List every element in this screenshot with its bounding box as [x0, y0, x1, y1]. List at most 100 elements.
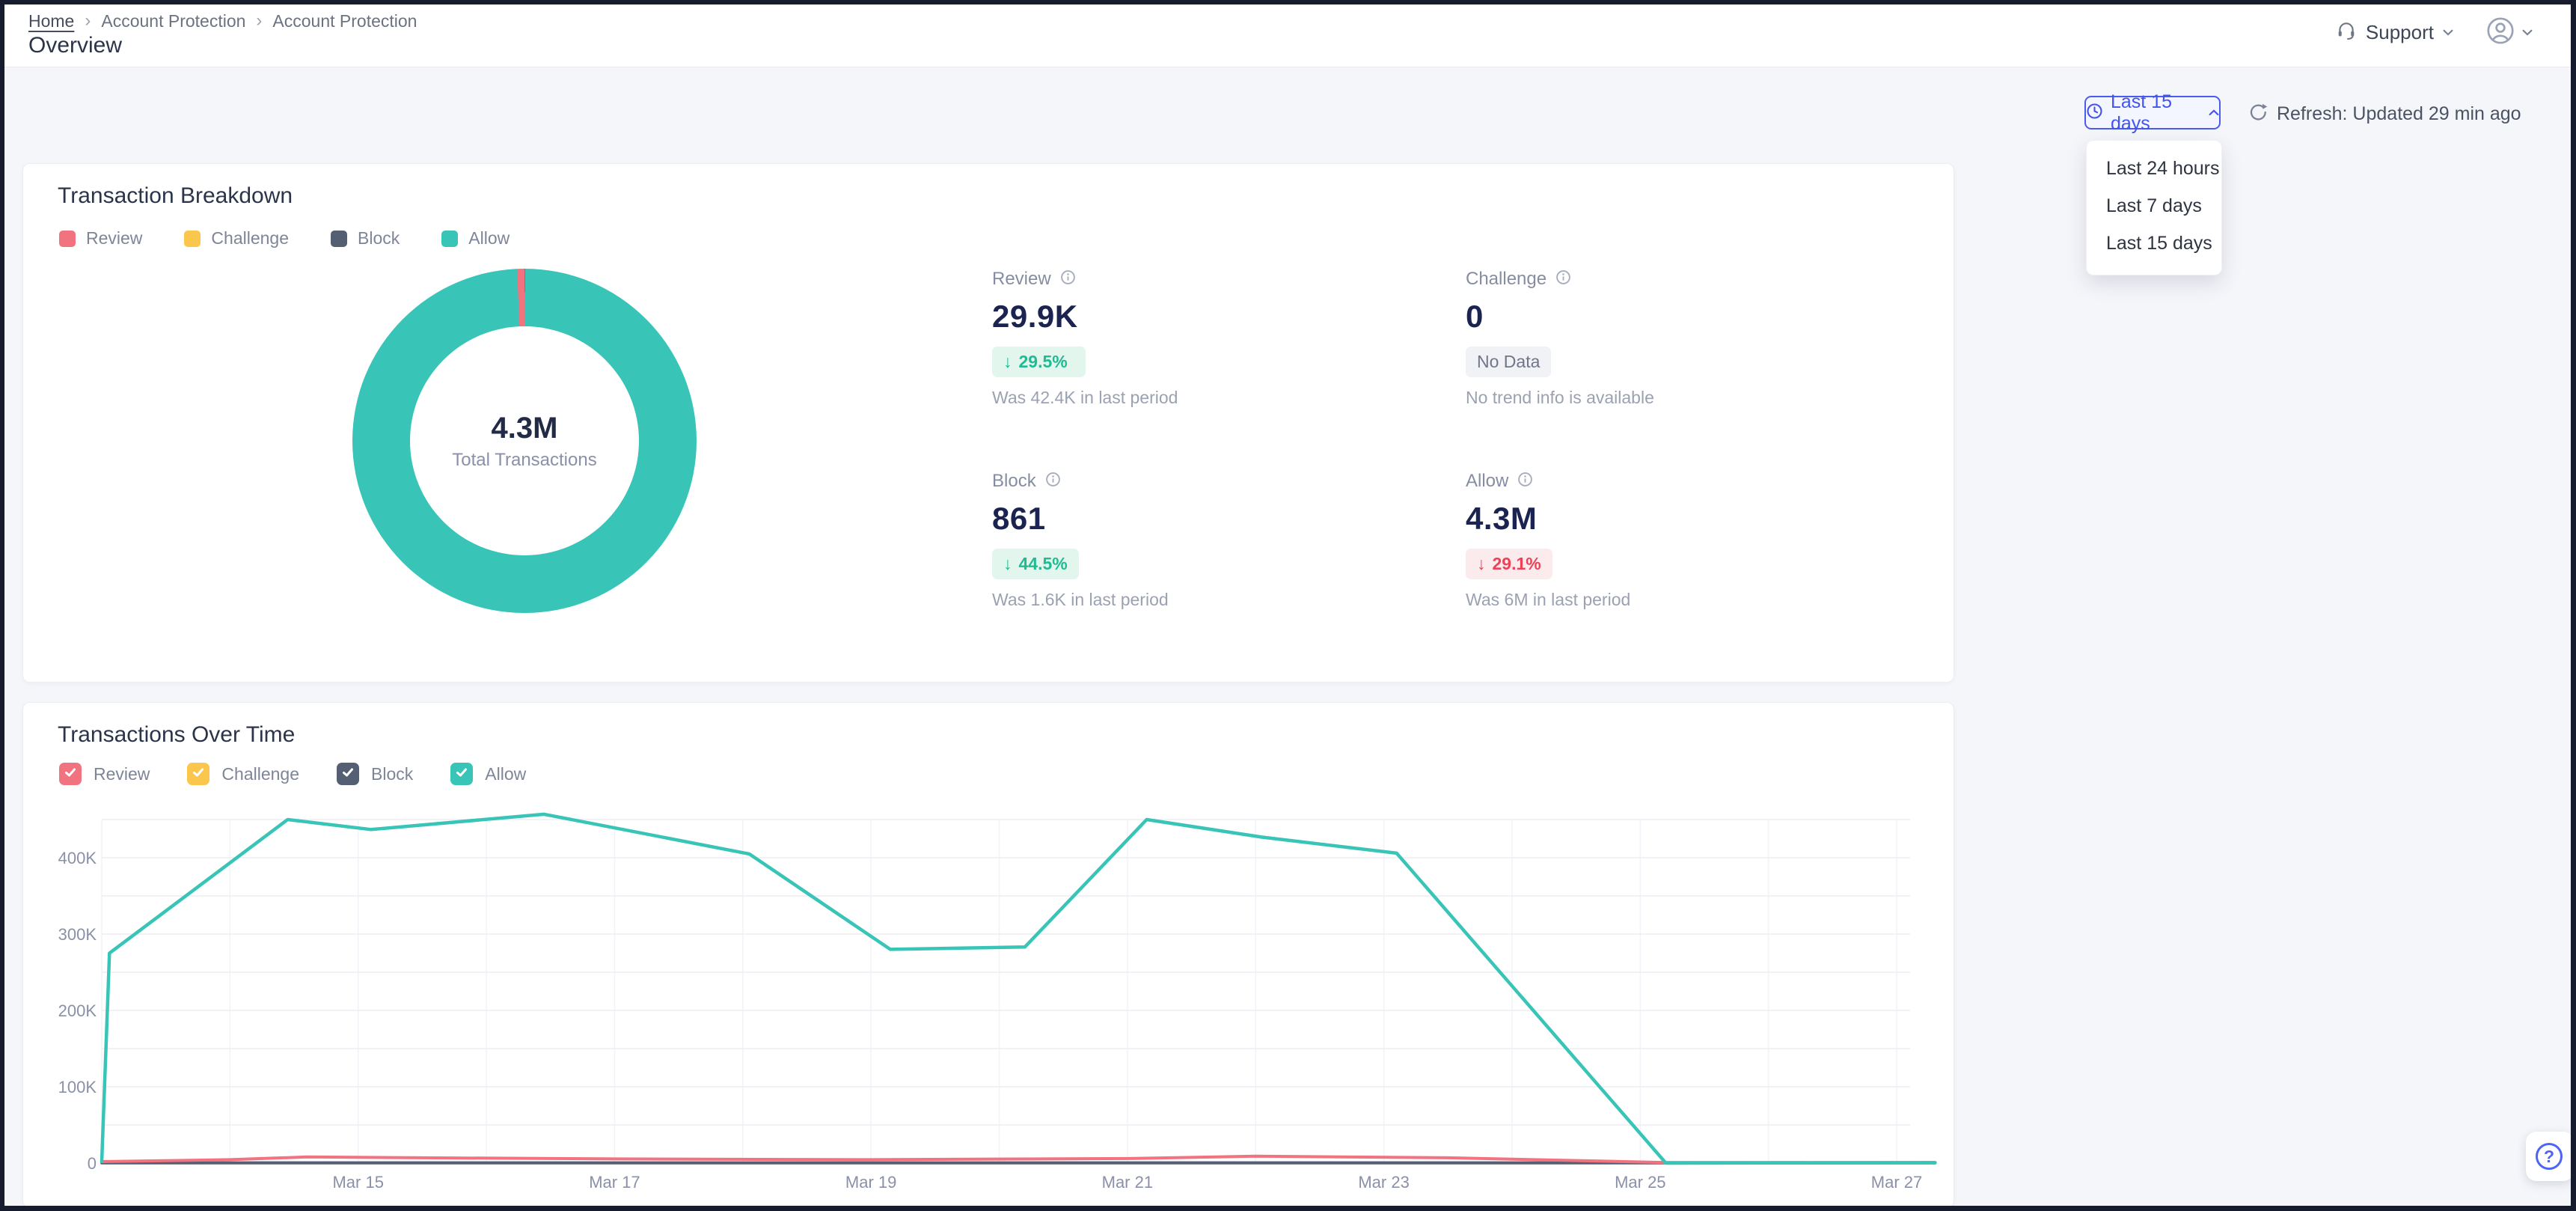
- legend-checkbox-review[interactable]: Review: [59, 763, 150, 785]
- checkbox[interactable]: [337, 763, 360, 785]
- trend-arrow: ↓: [1477, 554, 1486, 573]
- trend-badge: ↓ 29.5%: [992, 347, 1086, 377]
- review-swatch: [59, 230, 76, 247]
- svg-text:200K: 200K: [58, 1001, 97, 1020]
- overtime-legend: Review Challenge Block Allow: [59, 763, 526, 785]
- no-data-badge: No Data: [1466, 347, 1552, 377]
- top-bar: Home › Account Protection › Account Prot…: [0, 0, 2576, 67]
- clock-icon: [2086, 103, 2103, 123]
- transactions-over-time-card: Transactions Over Time Review Challenge …: [22, 702, 1954, 1208]
- breadcrumb: Home › Account Protection › Account Prot…: [28, 10, 417, 31]
- svg-text:100K: 100K: [58, 1078, 97, 1096]
- stat-caption: Was 42.4K in last period: [992, 388, 1178, 407]
- transaction-donut-chart: 4.3M Total Transactions: [352, 269, 697, 613]
- legend-label: Block: [371, 763, 414, 784]
- svg-text:Mar 23: Mar 23: [1358, 1173, 1409, 1192]
- stat-allow: Allow 4.3M ↓ 29.1% Was 6M in last period: [1466, 471, 1885, 610]
- stat-challenge: Challenge 0 No Data No trend info is ava…: [1466, 269, 1885, 408]
- refresh-icon: [2248, 102, 2268, 126]
- info-icon[interactable]: [1045, 472, 1061, 491]
- time-range-dropdown: Last 24 hours Last 7 days Last 15 days: [2086, 140, 2222, 275]
- legend-label: Allow: [485, 763, 527, 784]
- legend-label: Allow: [468, 228, 510, 248]
- time-range-label: Last 15 days: [2111, 91, 2173, 134]
- legend-label: Review: [94, 763, 150, 784]
- legend-label: Review: [86, 228, 143, 248]
- stat-caption: Was 1.6K in last period: [992, 590, 1169, 609]
- donut-center: 4.3M Total Transactions: [410, 326, 639, 555]
- breakdown-legend: Review Challenge Block Allow: [59, 228, 510, 248]
- overtime-card-title: Transactions Over Time: [58, 722, 296, 747]
- chevron-down-icon: [2443, 26, 2453, 40]
- trend-pct: 44.5%: [1018, 554, 1068, 573]
- headset-icon: [2336, 20, 2357, 45]
- stat-value: 29.9K: [992, 299, 1078, 334]
- refresh-button[interactable]: Refresh: Updated 29 min ago: [2248, 102, 2521, 126]
- donut-total-value: 4.3M: [491, 411, 558, 445]
- stat-value: 861: [992, 501, 1046, 536]
- checkbox[interactable]: [59, 763, 82, 785]
- breadcrumb-current: Account Protection: [272, 10, 417, 31]
- info-icon[interactable]: [1060, 269, 1076, 289]
- help-icon: ?: [2536, 1143, 2563, 1170]
- legend-checkbox-challenge[interactable]: Challenge: [187, 763, 299, 785]
- stat-block: Block 861 ↓ 44.5% Was 1.6K in last period: [992, 471, 1411, 610]
- dropdown-option-last-15-days[interactable]: Last 15 days: [2106, 232, 2212, 254]
- svg-text:Mar 15: Mar 15: [332, 1173, 383, 1192]
- stat-label: Block: [992, 471, 1036, 491]
- avatar-icon: [2486, 16, 2515, 49]
- svg-text:400K: 400K: [58, 849, 97, 867]
- svg-text:0: 0: [88, 1154, 97, 1173]
- dropdown-option-last-7-days[interactable]: Last 7 days: [2106, 195, 2202, 216]
- topbar-right: Support: [2336, 16, 2533, 49]
- legend-checkbox-block[interactable]: Block: [337, 763, 413, 785]
- check-icon: [192, 766, 205, 783]
- donut-total-label: Total Transactions: [452, 449, 597, 470]
- help-button[interactable]: ?: [2526, 1132, 2574, 1181]
- challenge-swatch: [184, 230, 201, 247]
- trend-pct: 29.1%: [1492, 554, 1541, 573]
- breadcrumb-separator: ›: [85, 10, 91, 31]
- support-menu[interactable]: Support: [2336, 20, 2453, 45]
- legend-item-challenge: Challenge: [184, 228, 289, 248]
- trend-badge: ↓ 29.1%: [1466, 549, 1552, 579]
- stat-caption: No trend info is available: [1466, 388, 1654, 407]
- info-icon[interactable]: [1555, 269, 1571, 289]
- user-menu[interactable]: [2486, 16, 2533, 49]
- refresh-label: Refresh: Updated 29 min ago: [2277, 103, 2521, 124]
- checkbox[interactable]: [187, 763, 210, 785]
- svg-text:Mar 17: Mar 17: [589, 1173, 640, 1192]
- stat-label: Review: [992, 269, 1051, 289]
- trend-arrow: ↓: [1003, 352, 1012, 371]
- svg-text:Mar 27: Mar 27: [1871, 1173, 1922, 1192]
- breadcrumb-separator: ›: [256, 10, 263, 31]
- stat-value: 4.3M: [1466, 501, 1538, 536]
- allow-swatch: [441, 230, 459, 247]
- time-range-button[interactable]: Last 15 days: [2084, 91, 2221, 134]
- page-title: Overview: [28, 33, 123, 58]
- chevron-up-icon: [2209, 106, 2219, 120]
- legend-item-review: Review: [59, 228, 142, 248]
- info-icon[interactable]: [1517, 472, 1533, 491]
- svg-text:Mar 19: Mar 19: [845, 1173, 896, 1192]
- stat-review: Review 29.9K ↓ 29.5% Was 42.4K in last pe…: [992, 269, 1411, 408]
- legend-checkbox-allow[interactable]: Allow: [450, 763, 526, 785]
- block-swatch: [331, 230, 348, 247]
- svg-text:Mar 25: Mar 25: [1615, 1173, 1665, 1192]
- svg-text:Mar 21: Mar 21: [1102, 1173, 1153, 1192]
- breadcrumb-home-link[interactable]: Home: [28, 10, 75, 31]
- support-label: Support: [2365, 21, 2434, 43]
- check-icon: [64, 766, 77, 783]
- check-icon: [341, 766, 355, 783]
- transaction-breakdown-card: Transaction Breakdown Review Challenge B…: [22, 163, 1954, 683]
- svg-text:300K: 300K: [58, 925, 97, 944]
- stat-label: Challenge: [1466, 269, 1547, 289]
- breadcrumb-account-protection-link[interactable]: Account Protection: [101, 10, 246, 31]
- legend-label: Block: [358, 228, 400, 248]
- dropdown-option-last-24-hours[interactable]: Last 24 hours: [2106, 157, 2220, 179]
- breakdown-card-title: Transaction Breakdown: [58, 183, 293, 208]
- trend-pct: 29.5%: [1018, 352, 1068, 371]
- checkbox[interactable]: [450, 763, 474, 785]
- frame-border: [2571, 0, 2576, 1211]
